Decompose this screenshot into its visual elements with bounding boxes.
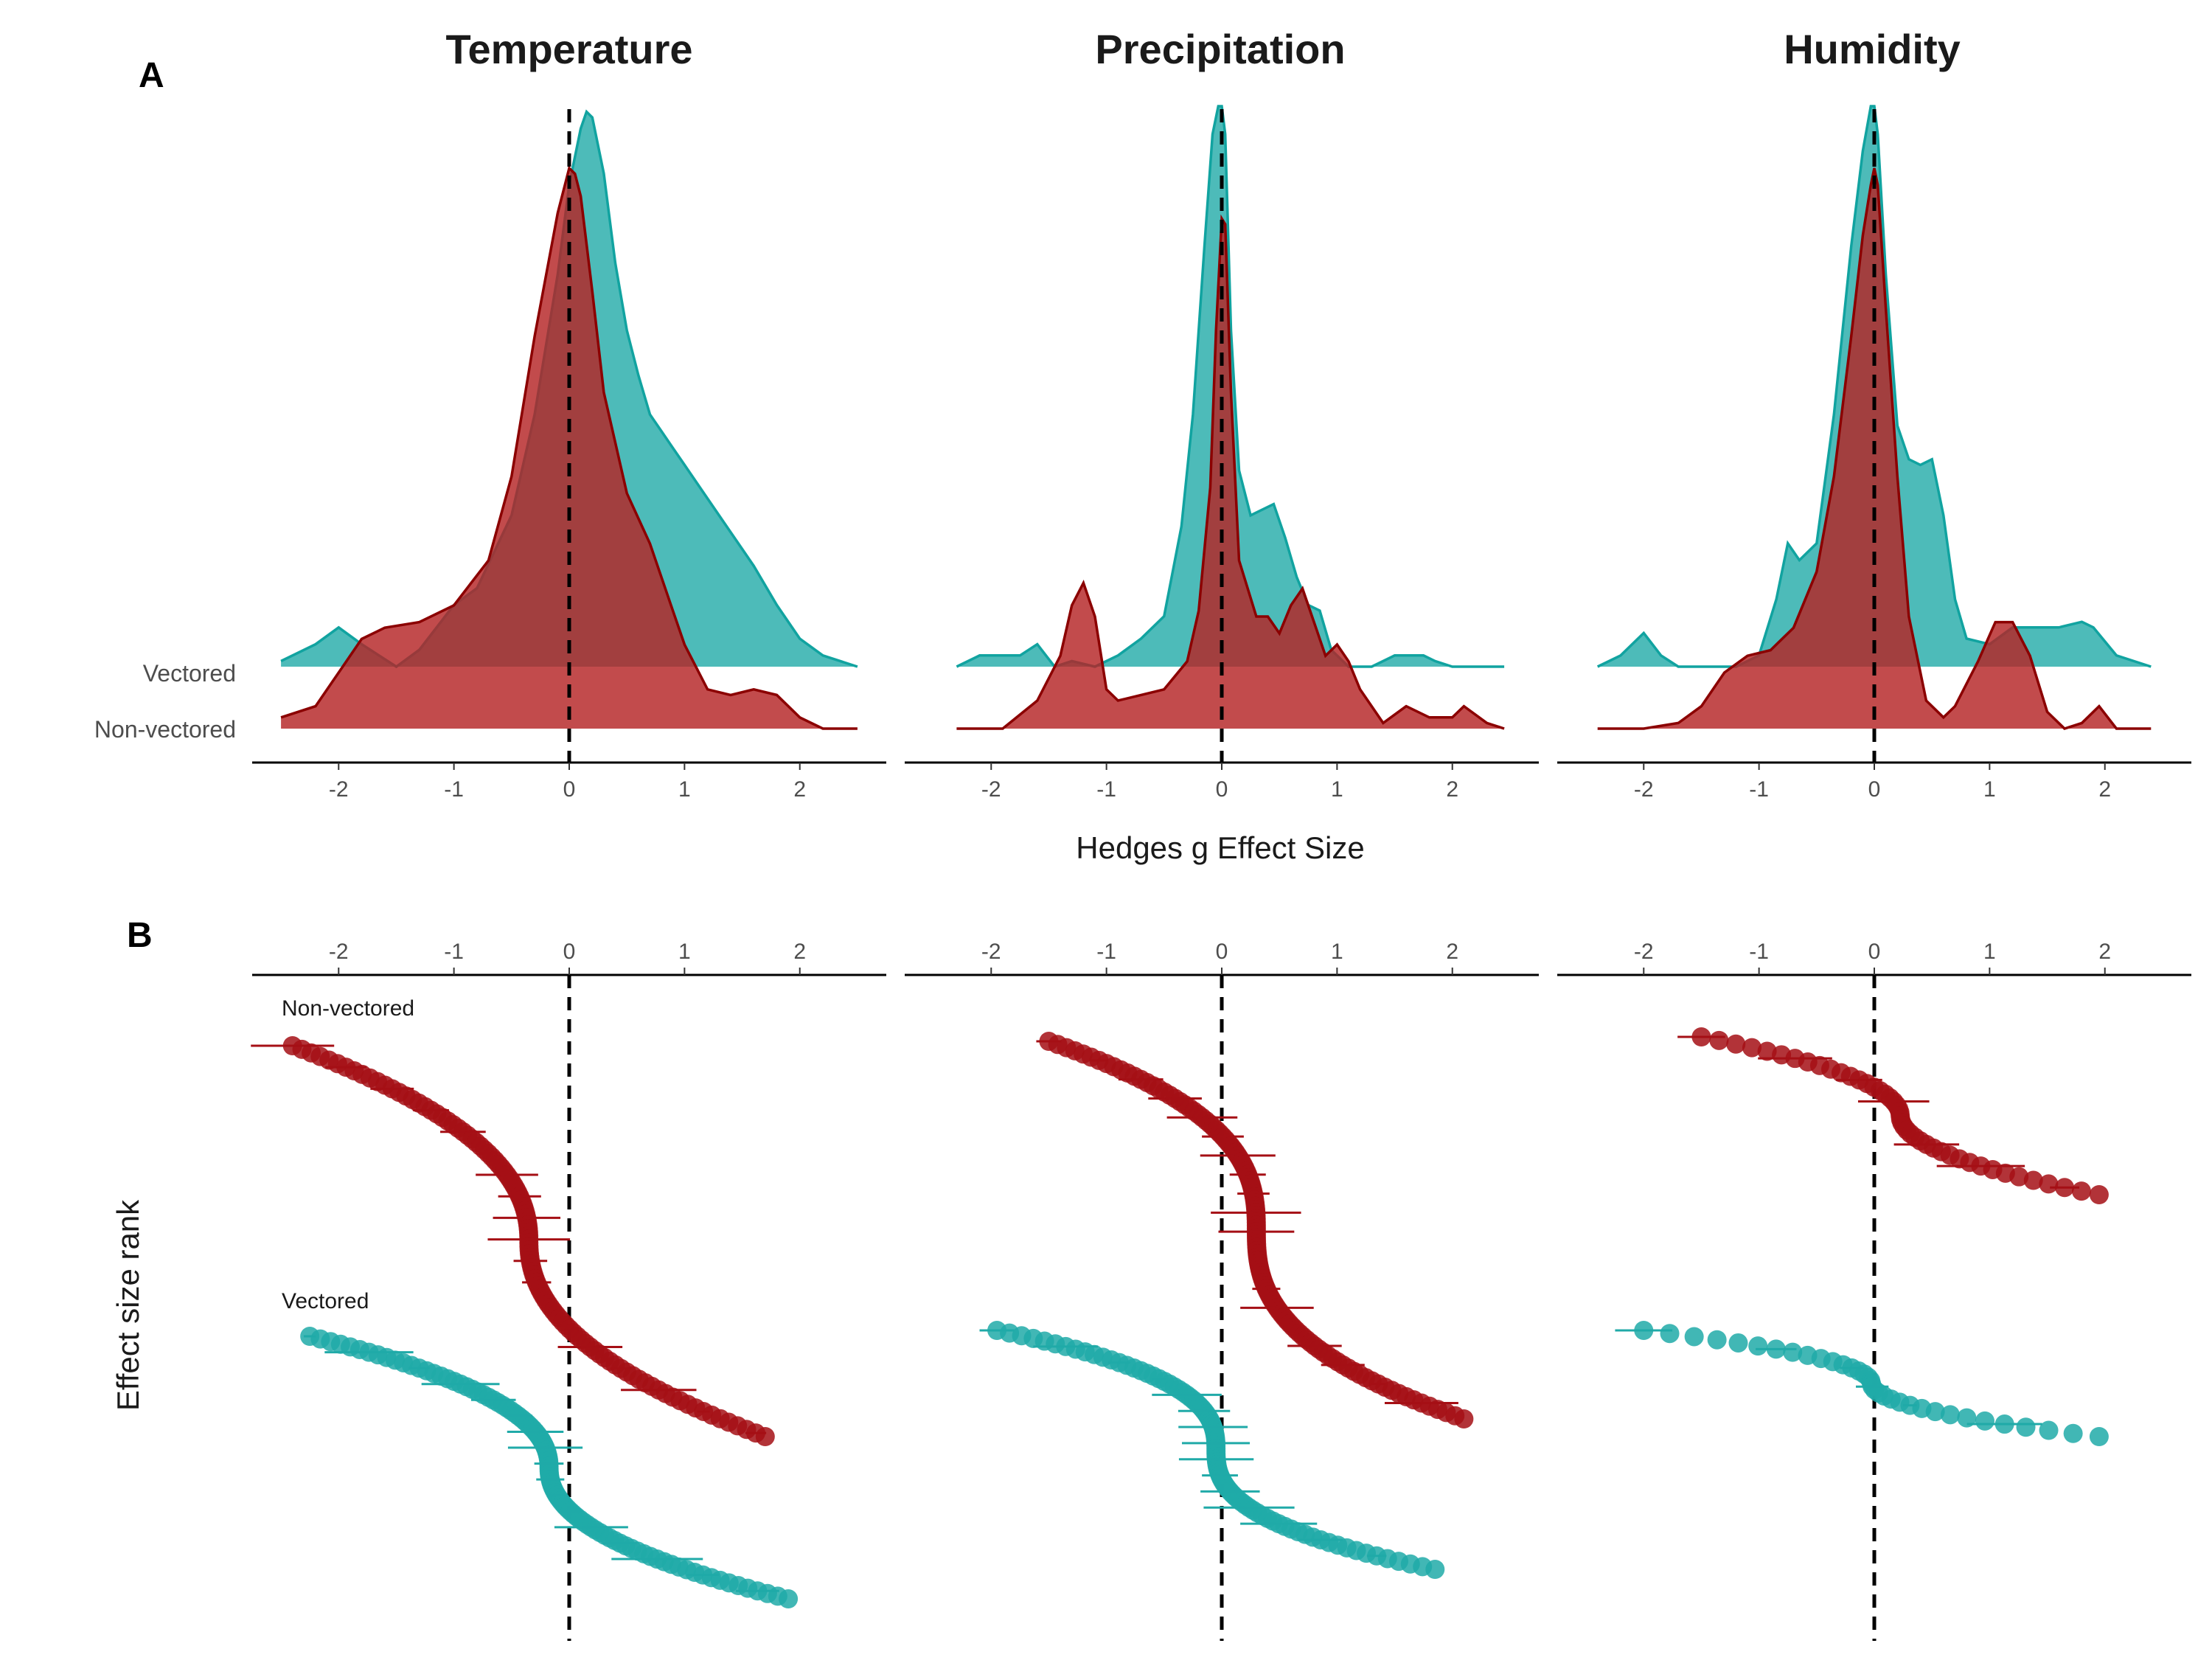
x-tick-label: 1 bbox=[1331, 940, 1343, 964]
density-line-non-vectored bbox=[280, 165, 858, 730]
density-line-non-vectored bbox=[1597, 167, 2152, 730]
x-tick-label: 2 bbox=[793, 777, 806, 802]
panel-title-precipitation: Precipitation bbox=[1095, 26, 1345, 72]
density-line-non-vectored bbox=[956, 214, 1505, 730]
x-tick-label: -2 bbox=[981, 777, 1001, 802]
point-non-vectored bbox=[1454, 1409, 1474, 1428]
point-non-vectored bbox=[2009, 1167, 2029, 1187]
panel-letter-a: A bbox=[139, 56, 164, 95]
x-tick-label: -2 bbox=[329, 940, 349, 964]
y-axis-title: Effect size rank bbox=[111, 1199, 145, 1411]
point-non-vectored bbox=[1742, 1038, 1762, 1058]
point-non-vectored bbox=[2089, 1185, 2109, 1204]
row-label-non-vectored: Non-vectored bbox=[94, 716, 236, 743]
x-tick-label: 2 bbox=[2098, 777, 2111, 802]
x-axis-title: Hedges g Effect Size bbox=[1076, 830, 1364, 865]
series-label-non-vectored: Non-vectored bbox=[282, 996, 414, 1021]
x-tick-label: -2 bbox=[981, 940, 1001, 964]
density-area-non-vectored bbox=[956, 218, 1505, 729]
point-vectored bbox=[2039, 1420, 2059, 1440]
x-tick-label: -1 bbox=[444, 777, 464, 802]
point-vectored bbox=[779, 1589, 799, 1608]
point-vectored bbox=[1783, 1342, 1803, 1362]
x-tick-label: 2 bbox=[2098, 940, 2111, 964]
x-tick-label: -1 bbox=[1096, 940, 1116, 964]
point-vectored bbox=[2063, 1423, 2083, 1443]
x-tick-label: -2 bbox=[1634, 777, 1654, 802]
point-vectored bbox=[1634, 1321, 1654, 1340]
series-label-vectored: Vectored bbox=[282, 1289, 369, 1313]
point-vectored bbox=[1975, 1411, 1994, 1431]
x-tick-label: 0 bbox=[1868, 940, 1881, 964]
x-tick-label: 2 bbox=[793, 940, 806, 964]
x-tick-label: 0 bbox=[1216, 940, 1228, 964]
x-tick-label: -2 bbox=[329, 777, 349, 802]
x-tick-label: 1 bbox=[1983, 777, 1996, 802]
x-tick-label: -1 bbox=[1096, 777, 1116, 802]
point-non-vectored bbox=[1726, 1034, 1746, 1054]
point-non-vectored bbox=[1757, 1041, 1777, 1061]
point-vectored bbox=[1728, 1333, 1748, 1353]
x-tick-label: 1 bbox=[678, 777, 691, 802]
point-vectored bbox=[1425, 1560, 1445, 1579]
x-tick-label: 0 bbox=[1868, 777, 1881, 802]
point-non-vectored bbox=[2039, 1174, 2059, 1194]
point-vectored bbox=[1707, 1330, 1727, 1350]
point-vectored bbox=[1748, 1336, 1768, 1356]
point-non-vectored bbox=[2023, 1170, 2043, 1190]
x-tick-label: 0 bbox=[1216, 777, 1228, 802]
x-tick-label: 2 bbox=[1446, 940, 1458, 964]
panel-letter-b: B bbox=[127, 916, 153, 955]
x-tick-label: -1 bbox=[1749, 940, 1769, 964]
x-tick-label: 1 bbox=[1983, 940, 1996, 964]
point-non-vectored bbox=[2055, 1178, 2075, 1198]
x-tick-label: -2 bbox=[1634, 940, 1654, 964]
x-tick-label: 1 bbox=[678, 940, 691, 964]
x-tick-label: 2 bbox=[1446, 777, 1458, 802]
point-vectored bbox=[1994, 1414, 2014, 1434]
row-label-vectored: Vectored bbox=[143, 660, 236, 687]
point-non-vectored bbox=[1709, 1030, 1729, 1050]
panel-title-humidity: Humidity bbox=[1784, 26, 1961, 72]
point-vectored bbox=[1660, 1324, 1680, 1344]
point-vectored bbox=[1940, 1405, 1960, 1425]
point-non-vectored bbox=[1691, 1027, 1711, 1046]
x-tick-label: -1 bbox=[444, 940, 464, 964]
x-tick-label: -1 bbox=[1749, 777, 1769, 802]
point-vectored bbox=[2089, 1427, 2109, 1446]
point-vectored bbox=[1766, 1339, 1786, 1359]
point-non-vectored bbox=[755, 1427, 775, 1446]
point-non-vectored bbox=[2071, 1181, 2091, 1201]
point-vectored bbox=[1957, 1408, 1977, 1428]
x-tick-label: 1 bbox=[1331, 777, 1343, 802]
point-vectored bbox=[1684, 1327, 1704, 1347]
plot-layer: -2 -1 0 1 2 -2 -1 0 1 2 -2 -1 0 1 2 -2 -1 0 1 2 -2 -1 0 1 2 -2 -1 0… bbox=[251, 105, 2191, 1641]
x-tick-label: 0 bbox=[563, 777, 576, 802]
x-tick-label: 0 bbox=[563, 940, 576, 964]
point-vectored bbox=[1925, 1402, 1945, 1422]
point-vectored bbox=[2016, 1417, 2036, 1437]
panel-title-temperature: Temperature bbox=[445, 26, 692, 72]
